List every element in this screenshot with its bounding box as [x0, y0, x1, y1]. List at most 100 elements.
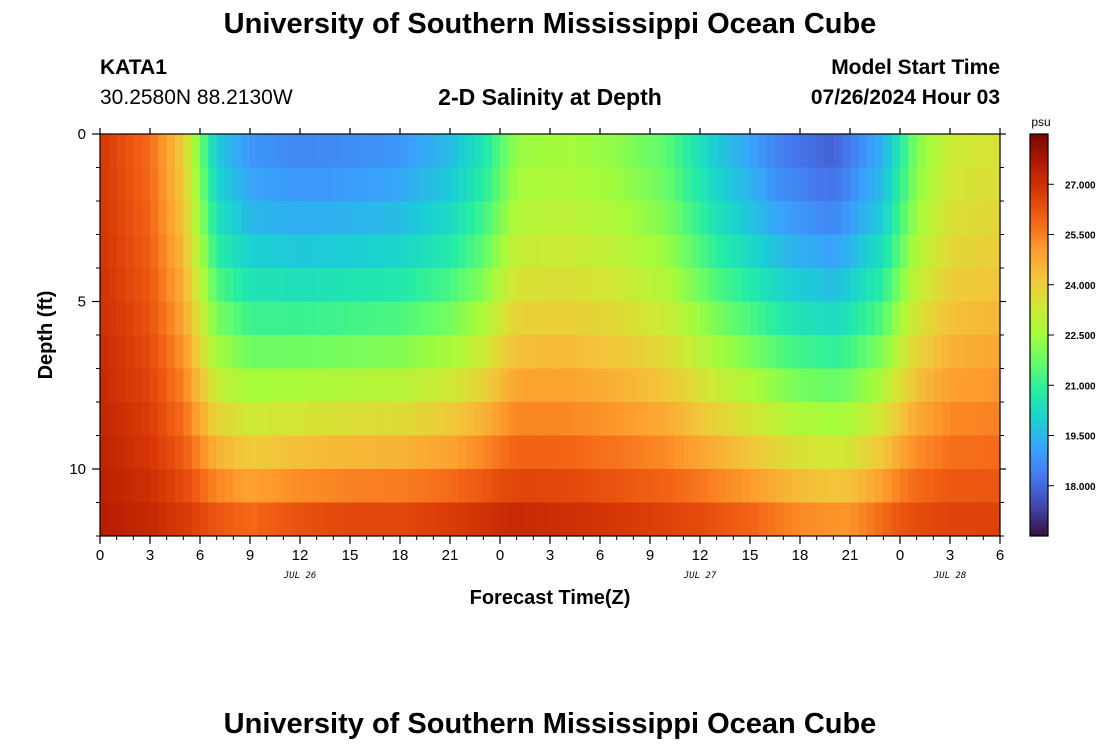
x-tick-label: 3: [546, 547, 554, 564]
heatmap-cell: [875, 234, 884, 269]
heatmap-cell: [683, 301, 693, 336]
heatmap-cell: [316, 268, 326, 303]
heatmap-cell: [908, 167, 918, 202]
heatmap-cell: [325, 469, 334, 504]
heatmap-cell: [416, 167, 426, 202]
heatmap-cell: [975, 134, 984, 169]
heatmap-cell: [441, 435, 451, 470]
heatmap-cell: [925, 268, 934, 303]
heatmap-cell: [541, 469, 551, 504]
heatmap-cell: [741, 402, 751, 437]
heatmap-cell: [975, 502, 984, 536]
heatmap-cell: [941, 469, 951, 504]
heatmap-cell: [433, 402, 443, 437]
heatmap-cell: [950, 201, 959, 236]
heatmap-cell: [816, 301, 826, 336]
heatmap-cell: [883, 469, 893, 504]
heatmap-cell: [425, 435, 434, 470]
heatmap-cell: [458, 469, 468, 504]
heatmap-cell: [766, 368, 776, 403]
heatmap-cell: [241, 335, 251, 370]
heatmap-cell: [666, 268, 676, 303]
heatmap-cell: [775, 268, 784, 303]
heatmap-cell: [400, 435, 409, 470]
heatmap-cell: [816, 368, 826, 403]
heatmap-cell: [166, 435, 176, 470]
heatmap-cell: [166, 502, 176, 536]
heatmap-cell: [841, 335, 851, 370]
heatmap-cell: [141, 502, 151, 536]
heatmap-cell: [608, 167, 618, 202]
heatmap-cell: [958, 301, 968, 336]
heatmap-cell: [516, 368, 526, 403]
heatmap-cell: [766, 301, 776, 336]
heatmap-cell: [283, 502, 293, 536]
heatmap-cell: [833, 234, 843, 269]
heatmap-cell: [333, 469, 343, 504]
heatmap-cell: [841, 435, 851, 470]
heatmap-cell: [975, 234, 984, 269]
heatmap-cell: [633, 134, 643, 169]
heatmap-cell: [191, 268, 201, 303]
heatmap-cell: [575, 301, 584, 336]
heatmap-cell: [350, 134, 359, 169]
heatmap-cell: [391, 469, 401, 504]
heatmap-cell: [308, 502, 318, 536]
heatmap-cell: [825, 167, 834, 202]
heatmap-cell: [916, 502, 926, 536]
heatmap-cell: [400, 402, 409, 437]
heatmap-cell: [175, 335, 184, 370]
heatmap-cell: [583, 268, 593, 303]
heatmap-cell: [266, 301, 276, 336]
heatmap-cell: [391, 368, 401, 403]
heatmap-cell: [858, 234, 868, 269]
heatmap-cell: [475, 268, 484, 303]
heatmap-cell: [858, 335, 868, 370]
heatmap-cell: [983, 335, 993, 370]
heatmap-cell: [866, 469, 876, 504]
heatmap-cell: [641, 134, 651, 169]
heatmap-cell: [758, 402, 768, 437]
heatmap-cell: [858, 402, 868, 437]
heatmap-cell: [758, 301, 768, 336]
x-date-label: JUL 26: [283, 571, 317, 581]
heatmap-cell: [783, 469, 793, 504]
heatmap-cell: [291, 134, 301, 169]
y-axis: 0 5 10: [69, 126, 1006, 537]
heatmap-cell: [383, 268, 393, 303]
heatmap-cell: [725, 134, 734, 169]
heatmap-cell: [400, 335, 409, 370]
heatmap-cell: [491, 301, 501, 336]
heatmap-cell: [775, 335, 784, 370]
heatmap-cell: [508, 469, 518, 504]
heatmap-cell: [658, 234, 668, 269]
heatmap-cell: [508, 335, 518, 370]
heatmap-cell: [166, 301, 176, 336]
heatmap-cell: [958, 402, 968, 437]
heatmap-cell: [891, 268, 901, 303]
heatmap-cell: [966, 134, 976, 169]
heatmap-cell: [116, 435, 126, 470]
heatmap-cell: [950, 134, 959, 169]
heatmap-cell: [758, 234, 768, 269]
heatmap-cell: [383, 469, 393, 504]
heatmap-cell: [383, 402, 393, 437]
heatmap-cell: [808, 268, 818, 303]
heatmap-cell: [958, 368, 968, 403]
heatmap-cell: [175, 469, 184, 504]
heatmap-cell: [300, 435, 309, 470]
heatmap-cell: [266, 368, 276, 403]
heatmap-cell: [858, 502, 868, 536]
heatmap-cell: [650, 435, 659, 470]
heatmap-cell: [500, 335, 509, 370]
heatmap-cell: [958, 134, 968, 169]
colorbar-tick-label: 18.000: [1065, 482, 1096, 493]
heatmap-cell: [908, 301, 918, 336]
heatmap-cell: [950, 335, 959, 370]
heatmap-cell: [708, 335, 718, 370]
heatmap-cell: [283, 469, 293, 504]
heatmap-cell: [833, 502, 843, 536]
heatmap-cell: [741, 335, 751, 370]
heatmap-cell: [866, 134, 876, 169]
heatmap-cell: [383, 234, 393, 269]
